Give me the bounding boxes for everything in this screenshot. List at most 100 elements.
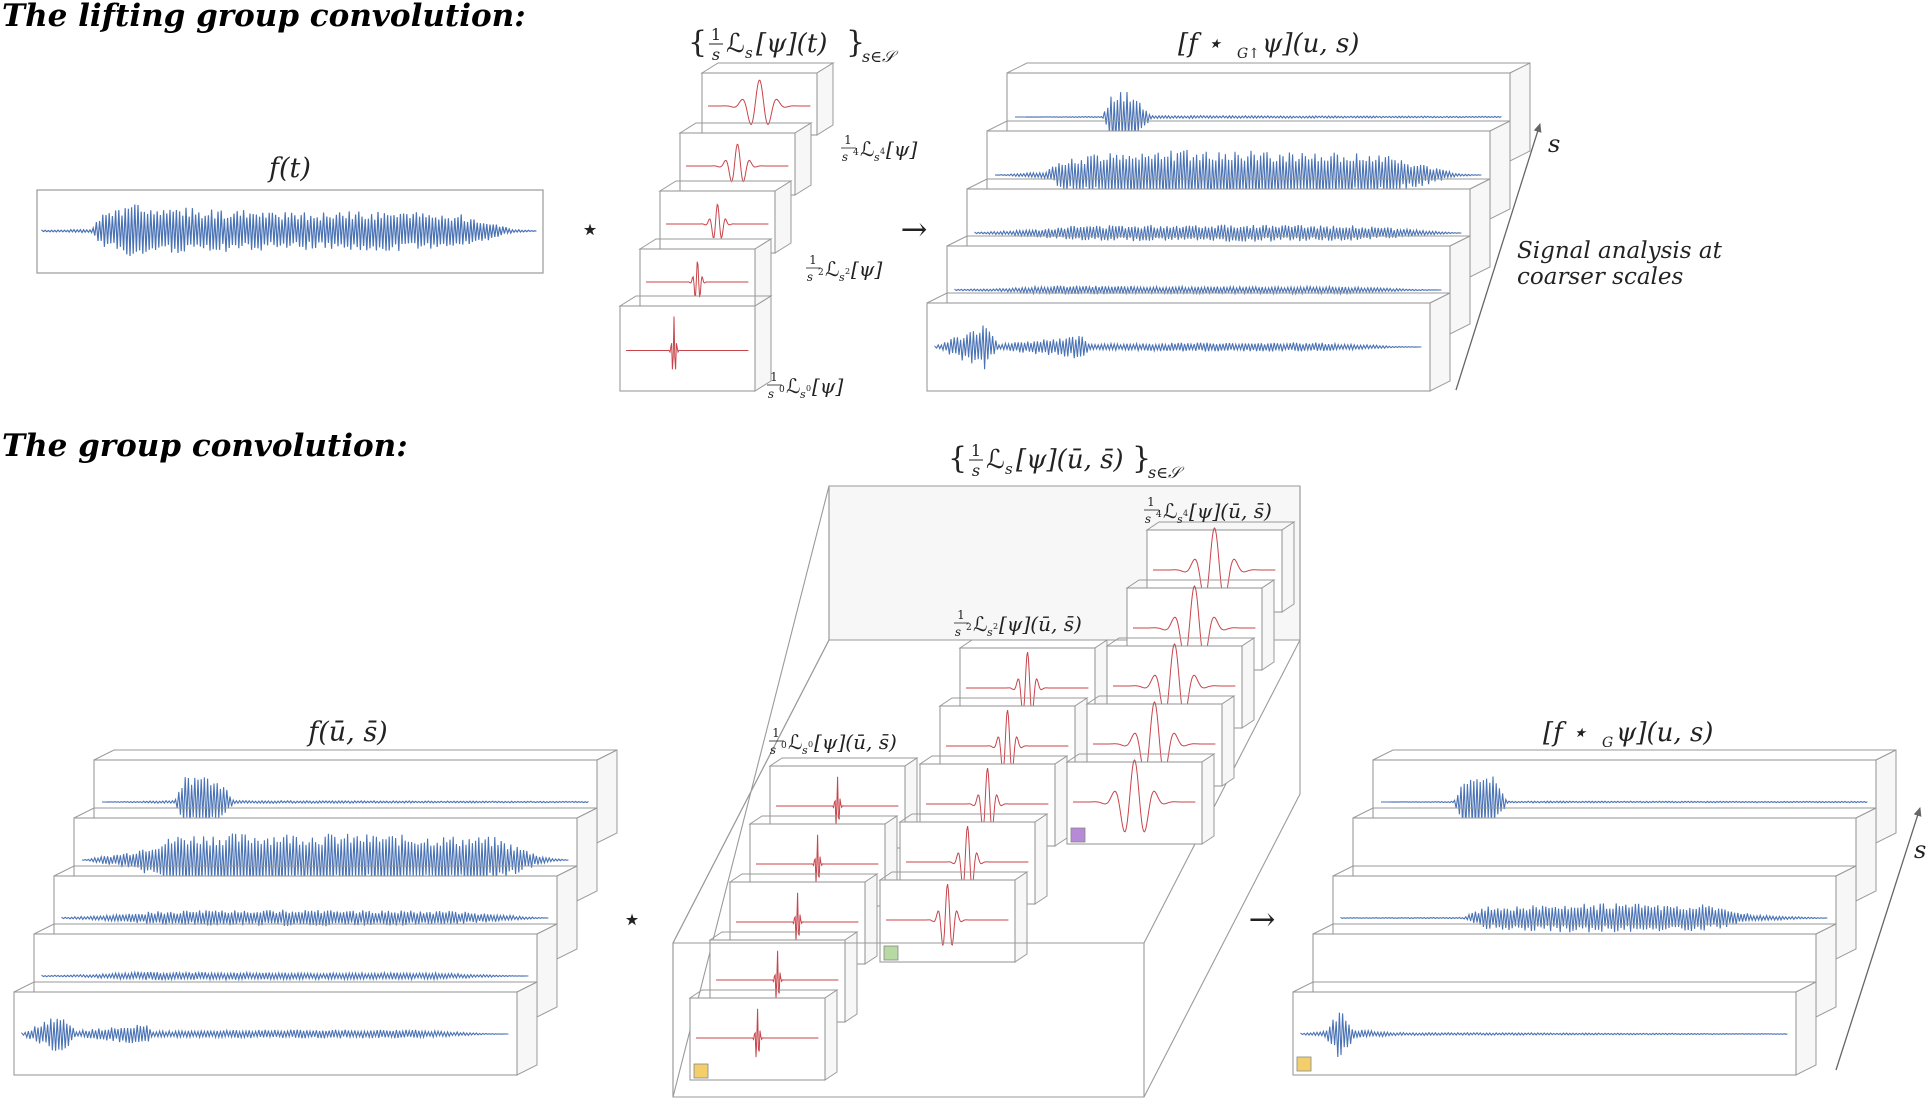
group-output-panel-0-top-edge <box>1372 749 1897 761</box>
lifting-section-title: The lifting group convolution: <box>2 0 526 34</box>
svg-text:4: 4 <box>1183 509 1188 518</box>
svg-text:4: 4 <box>853 148 859 158</box>
svg-text:s: s <box>1177 513 1183 526</box>
group-kernel-label-s4: 1 s 4 ℒ s 4 [ψ](ū, s̄) <box>1144 495 1272 526</box>
svg-text:[ψ](ū, s̄): [ψ](ū, s̄) <box>1016 445 1124 475</box>
lifting-input-waveform <box>41 204 537 257</box>
lifting-kernel-panel-0-side-edge <box>816 62 834 136</box>
svg-text:ψ](u, s): ψ](u, s) <box>1262 29 1359 59</box>
lifting-note-line1: Signal analysis at <box>1517 238 1723 264</box>
svg-text:s: s <box>770 743 776 757</box>
svg-text:1: 1 <box>772 726 780 740</box>
svg-text:s: s <box>839 271 845 284</box>
lifting-output-waveform-0 <box>1015 91 1502 144</box>
svg-text:1: 1 <box>809 253 817 267</box>
lifting-kernel-label-s2: 1 s 2 ℒ s 2 [ψ] <box>806 253 882 284</box>
group-kernel-col1-panel-1 <box>898 813 1049 905</box>
group-section-title: The group convolution: <box>2 428 408 464</box>
svg-text:ℒ: ℒ <box>986 445 1005 475</box>
svg-text:0: 0 <box>779 385 785 395</box>
group-kernel-col2-panel-2-side-edge <box>1241 637 1255 729</box>
svg-text:[ψ]: [ψ] <box>886 137 917 161</box>
group-kernel-col1-wavelet-1 <box>906 825 1029 888</box>
lifting-kernel-panel-4-side-edge <box>754 295 772 392</box>
lifting-kernel-wavelet-1 <box>686 143 789 183</box>
lifting-kernel-panel-1-face <box>679 132 796 196</box>
lifting-kernel-wavelet-3 <box>646 261 749 298</box>
group-kernel-col2-marker <box>1070 827 1086 843</box>
svg-text:ℒ: ℒ <box>786 374 800 398</box>
group-kernel-col2-wavelet-1 <box>1093 701 1216 775</box>
group-input-waveform-4 <box>21 1018 509 1051</box>
svg-text:ℒ: ℒ <box>1163 499 1177 523</box>
lifting-kernel-panel-2 <box>658 180 793 254</box>
group-input-panel-1-side-edge <box>576 807 598 902</box>
lifting-kernel-label-s4: 1 s 4 ℒ s 4 [ψ] <box>841 133 917 164</box>
lifting-kernel-panel-3-face <box>639 248 756 312</box>
svg-text:[f ⋆: [f ⋆ <box>1543 718 1587 748</box>
group-kernel-col0-wavelet-4 <box>776 776 899 826</box>
group-output-arrow: → <box>1249 900 1276 938</box>
svg-text:s: s <box>712 45 720 64</box>
svg-text:1: 1 <box>957 608 965 622</box>
group-input-label: f(ū, s̄) <box>306 717 387 748</box>
lifting-scale-axis <box>1455 123 1542 391</box>
svg-text:s∈𝒮: s∈𝒮 <box>862 47 899 66</box>
group-scale-axis-label: s <box>1914 836 1926 864</box>
svg-text:[ψ](t): [ψ](t) <box>756 29 827 59</box>
group-output-stack <box>1292 749 1897 1076</box>
svg-text:ℒ: ℒ <box>973 612 987 636</box>
group-kernel-col2-panel-0-face <box>1066 761 1203 845</box>
svg-text:[f ⋆: [f ⋆ <box>1178 29 1222 59</box>
group-kernel-col0-wavelet-0 <box>696 1008 819 1058</box>
group-kernel-col2-wavelet-2 <box>1113 643 1236 717</box>
group-kernel-col2-wavelet-0 <box>1073 759 1196 833</box>
group-kernel-col1-panel-0-face <box>879 879 1016 963</box>
lifting-output-panel-3-side-edge <box>1449 235 1471 335</box>
lifting-kernel-panel-1 <box>678 122 813 196</box>
svg-text:1: 1 <box>844 133 852 147</box>
group-kernel-stacks <box>688 521 1296 1081</box>
svg-text:G↑: G↑ <box>1237 46 1260 62</box>
group-input-panel-2-side-edge <box>556 865 578 960</box>
lifting-kernel-panel-3 <box>638 238 773 312</box>
group-kernel-col1-marker <box>883 945 899 961</box>
group-input-stack <box>13 749 618 1076</box>
svg-text:2: 2 <box>993 622 998 631</box>
svg-text:1: 1 <box>770 370 778 384</box>
group-input-panel-0-top-edge <box>93 749 618 761</box>
group-kernel-col0-panel-2-side-edge <box>864 873 878 965</box>
group-output-panel-2-side-edge <box>1835 865 1857 960</box>
group-output-waveform-0 <box>1381 776 1868 829</box>
group-kernel-col1-wavelet-2 <box>926 767 1049 830</box>
svg-text:s: s <box>1005 460 1013 478</box>
group-kernel-col2-panel-0 <box>1065 753 1216 845</box>
group-input-panel-4 <box>13 981 538 1076</box>
lifting-kernel-label-s0: 1 s 0 ℒ s 0 [ψ] <box>767 370 843 401</box>
group-input-waveform-3 <box>41 970 529 982</box>
lifting-kernel-panel-0-top-edge <box>700 62 835 74</box>
group-kernel-col1-wavelet-0 <box>886 883 1009 946</box>
svg-text:s: s <box>1145 512 1151 526</box>
group-kernel-col0-wavelet-2 <box>736 892 859 942</box>
svg-text:[ψ]: [ψ] <box>851 257 882 281</box>
svg-text:s: s <box>874 151 880 164</box>
group-kernel-col1-panel-4-top-edge <box>958 639 1109 649</box>
svg-text:0: 0 <box>806 384 811 393</box>
group-kernel-col1-panel-0 <box>878 871 1029 963</box>
group-output-panel-4 <box>1292 981 1817 1076</box>
svg-text:s: s <box>987 626 993 639</box>
group-kernel-col0-wavelet-3 <box>756 834 879 884</box>
group-output-panel-4-side-edge <box>1795 981 1817 1076</box>
group-input-panel-4-side-edge <box>516 981 538 1076</box>
group-output-waveform-2 <box>1340 903 1828 933</box>
lifting-kernel-stack <box>618 62 835 392</box>
group-output-label: [f ⋆ G ψ](u, s) <box>1543 718 1713 751</box>
group-output-panel-0-side-edge <box>1875 749 1897 844</box>
svg-text:ψ](u, s): ψ](u, s) <box>1616 718 1713 748</box>
group-kernel-col1-panel-0-side-edge <box>1014 871 1028 963</box>
svg-text:[ψ](ū, s̄): [ψ](ū, s̄) <box>814 730 897 754</box>
lifting-input-label: f(t) <box>267 153 311 184</box>
svg-text:s: s <box>768 387 774 401</box>
